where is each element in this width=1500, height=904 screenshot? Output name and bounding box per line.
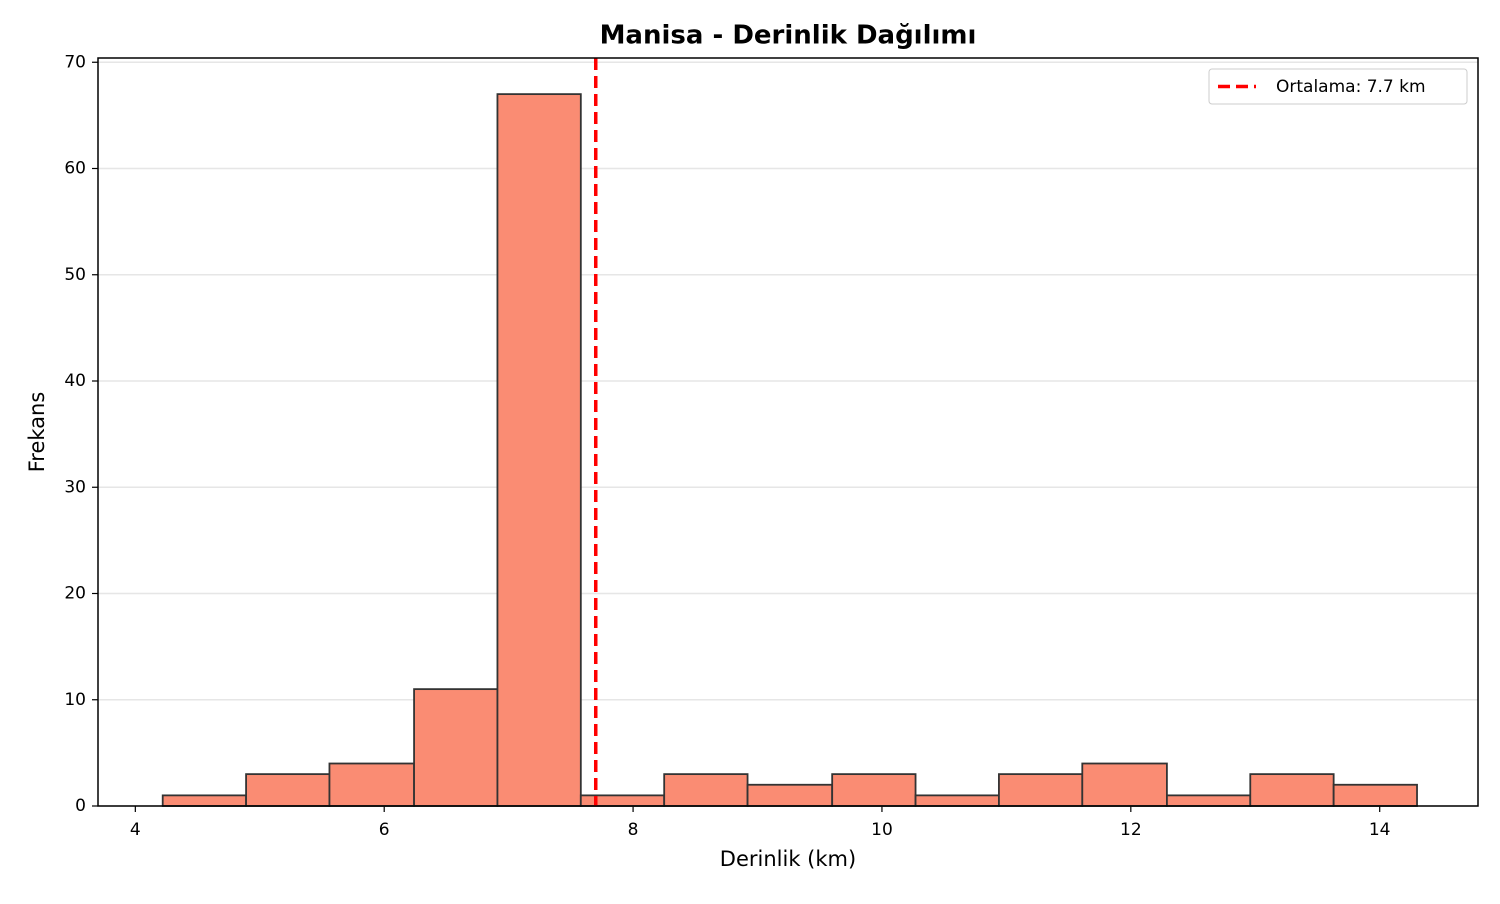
bar xyxy=(914,794,1000,807)
bar xyxy=(496,93,582,807)
y-tick-label: 10 xyxy=(64,690,86,710)
bar xyxy=(328,762,415,807)
bar xyxy=(831,773,917,807)
x-tick-label: 10 xyxy=(871,820,893,840)
bar xyxy=(1249,773,1335,807)
bar xyxy=(998,773,1084,807)
y-tick-label: 20 xyxy=(64,584,86,604)
y-tick-label: 0 xyxy=(75,796,86,816)
x-axis-label: Derinlik (km) xyxy=(720,847,856,871)
chart-title: Manisa - Derinlik Dağılımı xyxy=(600,21,977,51)
y-tick-label: 60 xyxy=(64,159,86,179)
y-axis-label: Frekans xyxy=(25,392,49,473)
x-tick-label: 12 xyxy=(1120,820,1142,840)
y-tick-label: 50 xyxy=(64,265,86,285)
x-tick-label: 4 xyxy=(130,820,141,840)
bar xyxy=(1332,783,1418,807)
y-tick-label: 40 xyxy=(64,371,86,391)
bar xyxy=(579,794,666,807)
bar xyxy=(746,783,834,807)
legend-label: Ortalama: 7.7 km xyxy=(1276,77,1426,97)
bar xyxy=(245,773,331,807)
x-tick-label: 8 xyxy=(628,820,639,840)
bar xyxy=(1081,762,1168,807)
bar xyxy=(663,773,749,807)
x-tick-label: 14 xyxy=(1369,820,1391,840)
legend-box xyxy=(1208,68,1468,105)
bar xyxy=(161,794,247,807)
y-tick-label: 70 xyxy=(64,52,86,72)
plot-frame xyxy=(97,57,1479,807)
y-tick-label: 30 xyxy=(64,477,86,497)
x-tick-label: 6 xyxy=(379,820,390,840)
bar xyxy=(1166,794,1252,807)
bar xyxy=(413,688,499,807)
